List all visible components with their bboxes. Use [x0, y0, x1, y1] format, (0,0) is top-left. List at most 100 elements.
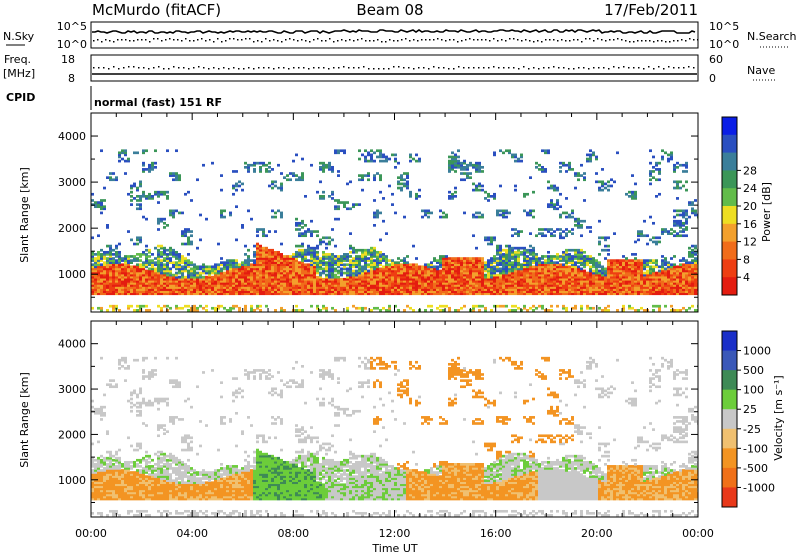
power-cell	[151, 284, 154, 287]
power-cell	[190, 234, 193, 238]
power-cell	[367, 259, 370, 262]
power-cell	[262, 163, 265, 167]
power-cell	[595, 267, 598, 271]
power-cell	[400, 188, 403, 192]
power-cell	[205, 275, 208, 279]
power-cell	[247, 248, 250, 252]
power-cell	[280, 261, 283, 265]
power-cell	[541, 288, 544, 291]
power-cell	[379, 176, 382, 180]
power-cell	[448, 161, 451, 165]
power-cell	[490, 273, 493, 277]
power-cell	[352, 290, 355, 294]
power-cell	[331, 277, 334, 281]
power-cell	[478, 261, 481, 265]
power-cell	[169, 277, 172, 281]
power-cell	[562, 269, 565, 273]
power-cell	[139, 277, 142, 281]
power-cell	[607, 263, 610, 267]
power-cell	[142, 282, 145, 285]
power-cell	[499, 292, 502, 296]
power-cell	[319, 292, 322, 296]
power-cell	[634, 309, 637, 312]
power-cell	[490, 275, 493, 279]
power-cell	[550, 279, 553, 283]
power-cell	[436, 275, 439, 279]
power-cell	[652, 265, 655, 269]
power-cell	[178, 176, 181, 180]
power-cell	[100, 253, 103, 256]
power-cell	[655, 236, 658, 240]
power-cell	[343, 288, 346, 291]
power-cell	[208, 279, 211, 283]
power-cell	[142, 284, 145, 287]
power-cell	[631, 269, 634, 273]
power-cell	[331, 238, 334, 242]
power-cell	[475, 170, 478, 173]
power-cell	[628, 290, 631, 294]
power-cell	[637, 292, 640, 296]
nave-point	[378, 68, 380, 70]
power-cell	[163, 226, 166, 229]
power-cell	[94, 203, 97, 206]
nave-point	[503, 67, 505, 69]
power-cell	[304, 275, 307, 279]
power-cell	[415, 153, 418, 157]
power-cell	[319, 284, 322, 287]
power-cell	[463, 288, 466, 291]
power-cell	[106, 267, 109, 271]
power-cell	[526, 286, 529, 289]
nsearch-point	[377, 39, 379, 41]
power-cell	[199, 213, 202, 217]
power-cell	[190, 271, 193, 275]
power-cell	[640, 259, 643, 262]
power-cell	[265, 286, 268, 289]
power-cell	[397, 271, 400, 275]
nave-point	[418, 67, 420, 69]
power-cell	[511, 246, 514, 250]
power-cell	[451, 284, 454, 287]
power-cell	[487, 286, 490, 289]
power-cell	[538, 304, 541, 308]
power-cell	[562, 265, 565, 269]
power-cell	[577, 265, 580, 269]
power-cell	[334, 263, 337, 267]
nsearch-point	[181, 40, 183, 42]
power-cell	[262, 255, 265, 258]
nsearch-point	[577, 39, 579, 41]
power-cell	[643, 309, 646, 312]
power-cell	[304, 277, 307, 281]
nave-point	[283, 67, 285, 69]
power-cell	[637, 282, 640, 285]
power-cell	[247, 168, 250, 171]
power-cell	[562, 286, 565, 289]
nave-point	[363, 66, 365, 68]
power-cell	[475, 186, 478, 190]
power-cell	[505, 282, 508, 285]
power-cell	[112, 271, 115, 275]
power-cell	[253, 170, 256, 173]
power-cell	[436, 261, 439, 265]
power-cell	[94, 257, 97, 260]
power-cell	[367, 286, 370, 289]
power-cell	[112, 265, 115, 269]
power-cell	[499, 277, 502, 281]
power-cell	[100, 211, 103, 215]
power-cell	[292, 265, 295, 269]
power-cell	[145, 168, 148, 171]
power-cell	[250, 282, 253, 285]
power-cell	[442, 277, 445, 281]
nave-point	[93, 67, 95, 69]
power-cell	[520, 230, 523, 233]
nave-point	[153, 67, 155, 69]
power-cell	[277, 286, 280, 289]
power-cell	[157, 219, 160, 223]
power-cell	[604, 282, 607, 285]
power-cell	[466, 277, 469, 281]
power-cell	[574, 217, 577, 221]
power-cell	[658, 279, 661, 283]
power-cell	[214, 309, 217, 312]
power-cell	[286, 269, 289, 273]
power-cell	[268, 273, 271, 277]
power-cell	[133, 279, 136, 283]
